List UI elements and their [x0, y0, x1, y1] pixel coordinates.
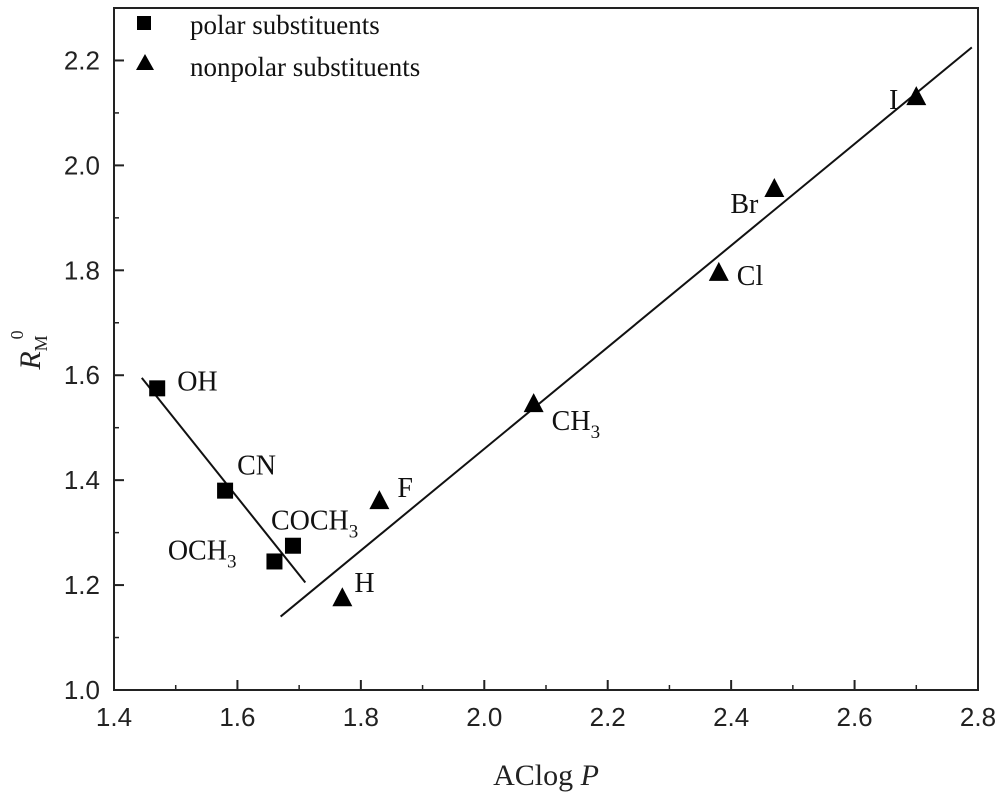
point-i — [906, 86, 927, 106]
legend-label-polar: polar substituents — [190, 10, 380, 40]
x-tick-label-6: 2.6 — [836, 702, 872, 732]
point-br — [764, 177, 785, 197]
point-ch3 — [523, 393, 544, 413]
x-tick-label-1: 1.6 — [219, 702, 255, 732]
y-tick-label-6: 2.2 — [64, 45, 100, 75]
fit-line-0 — [140, 377, 307, 584]
legend: polar substituents nonpolar substituents — [136, 10, 420, 82]
label-coch3: COCH3 — [271, 506, 358, 543]
fit-line-1 — [279, 46, 973, 618]
label-i: I — [889, 85, 898, 116]
point-oh — [149, 380, 166, 397]
point-labels: OH CN OCH3 COCH3 H F CH3 Cl Br I — [168, 85, 898, 599]
x-tick-label-2: 1.8 — [343, 702, 379, 732]
x-tick-label-3: 2.0 — [466, 702, 502, 732]
legend-label-nonpolar: nonpolar substituents — [190, 52, 420, 82]
axis-ticks: 1.4 1.6 1.8 2.0 2.2 2.4 2.6 2.8 1.0 1.2 1.4 1.6 1.8 2… — [64, 7, 996, 732]
label-oh: OH — [177, 366, 217, 397]
fit-lines — [140, 46, 973, 618]
x-tick-label-0: 1.4 — [96, 702, 132, 732]
x-tick-label-7: 2.8 — [960, 702, 996, 732]
label-cl: Cl — [737, 261, 764, 292]
label-br: Br — [730, 189, 759, 220]
point-cn — [217, 482, 234, 499]
point-f — [369, 490, 390, 510]
point-och3 — [266, 553, 283, 570]
plot-frame — [113, 7, 979, 691]
y-axis-title: RM0 — [7, 330, 51, 370]
y-tick-label-4: 1.8 — [64, 255, 100, 285]
label-h: H — [354, 568, 374, 599]
y-tick-label-0: 1.0 — [64, 675, 100, 705]
point-h — [332, 587, 353, 607]
label-ch3: CH3 — [552, 406, 600, 443]
x-tick-label-4: 2.2 — [590, 702, 626, 732]
y-tick-label-5: 2.0 — [64, 150, 100, 180]
label-och3: OCH3 — [168, 535, 237, 572]
legend-marker-triangle — [136, 54, 154, 70]
point-cl — [708, 261, 729, 281]
point-coch3 — [284, 537, 301, 554]
label-f: F — [397, 473, 413, 504]
x-tick-label-5: 2.4 — [713, 702, 749, 732]
x-axis-title: AClog P — [493, 759, 599, 792]
y-tick-label-3: 1.6 — [64, 360, 100, 390]
svg-text:RM0: RM0 — [7, 330, 51, 370]
y-tick-label-1: 1.2 — [64, 570, 100, 600]
y-tick-label-2: 1.4 — [64, 465, 100, 495]
data-points — [149, 86, 927, 607]
label-cn: CN — [237, 451, 276, 482]
legend-marker-square — [137, 16, 151, 30]
